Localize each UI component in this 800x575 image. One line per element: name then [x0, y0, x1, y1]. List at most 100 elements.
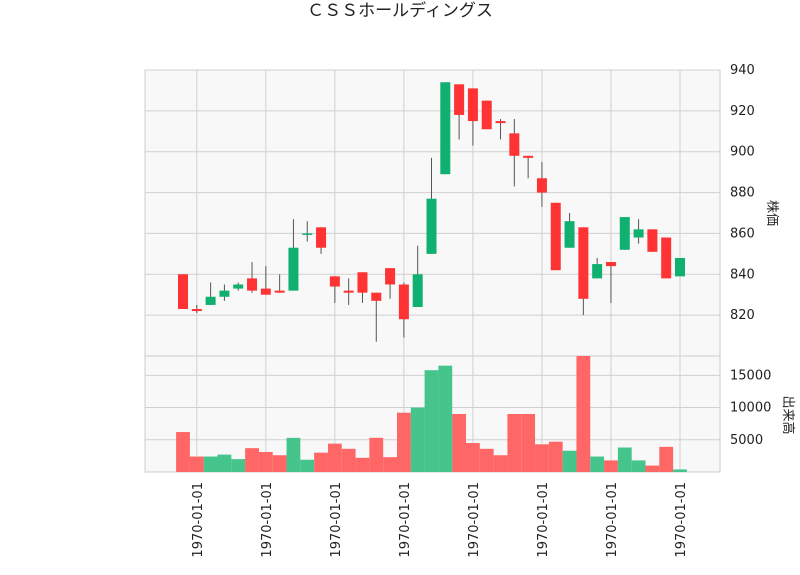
candle: [260, 266, 271, 295]
candle-body: [550, 202, 561, 271]
chart-title: ＣＳＳホールディングス: [307, 0, 493, 21]
volume-bar: [369, 437, 384, 472]
candle: [219, 284, 230, 301]
candle: [481, 100, 492, 130]
candle-body: [564, 221, 575, 248]
volume-bar: [535, 444, 549, 472]
volume-bar: [217, 454, 232, 472]
candle: [398, 282, 409, 338]
candle-body: [633, 229, 644, 238]
volume-bar: [341, 448, 356, 472]
price-tick-label: 880: [730, 186, 755, 201]
candle: [661, 237, 672, 279]
candle: [274, 274, 285, 293]
candle: [412, 245, 423, 307]
candle-body: [371, 292, 382, 301]
volume-bar: [203, 456, 218, 472]
candle-body: [302, 233, 313, 235]
candle-body: [274, 290, 285, 293]
candle: [385, 268, 396, 299]
candle: [564, 213, 575, 248]
candle-body: [578, 227, 589, 299]
x-axis-ticks: 1970-01-01 1970-01-01 1970-01-01 1970-01-01…: [191, 482, 689, 558]
candle-body: [440, 82, 451, 175]
candle: [233, 282, 244, 291]
candle: [550, 202, 561, 271]
candle: [578, 227, 589, 316]
candle: [302, 221, 313, 242]
volume-axis-label: 出来高: [780, 395, 796, 434]
candle: [178, 274, 188, 310]
volume-bar: [355, 457, 370, 472]
candle-body: [481, 100, 492, 130]
volume-bar: [631, 460, 646, 472]
price-tick-label: 940: [730, 63, 755, 78]
candle: [592, 257, 603, 279]
candle-body: [509, 133, 520, 156]
candle-body: [329, 276, 340, 287]
volume-bar: [396, 412, 411, 472]
volume-panel: 5000 10000 15000 出来高: [144, 355, 796, 473]
candle-body: [385, 268, 396, 285]
candle-body: [398, 284, 409, 320]
candle: [619, 217, 630, 250]
candle-body: [205, 296, 216, 305]
x-tick-label: 1970-01-01: [260, 482, 275, 558]
volume-bar: [410, 407, 425, 472]
candle-body: [219, 290, 230, 297]
volume-tick-label: 5000: [730, 433, 763, 448]
volume-bar: [286, 437, 301, 472]
volume-bar: [258, 452, 273, 472]
x-tick-label: 1970-01-01: [329, 482, 344, 558]
candle-body: [426, 198, 437, 254]
candle-body: [619, 217, 630, 250]
candle: [495, 119, 506, 140]
x-tick-label: 1970-01-01: [191, 482, 206, 558]
candle-body: [357, 272, 368, 293]
volume-bar: [176, 432, 190, 472]
volume-bar: [300, 459, 315, 472]
candle: [454, 84, 465, 140]
volume-bar: [231, 459, 246, 472]
x-tick-label: 1970-01-01: [536, 482, 551, 558]
candle-body: [675, 257, 685, 277]
candle: [467, 88, 478, 146]
candles: [178, 82, 685, 342]
candle: [605, 262, 616, 303]
candle: [316, 227, 327, 254]
candle-body: [592, 264, 603, 279]
candle: [357, 272, 368, 303]
volume-bar: [673, 469, 687, 472]
volume-bar: [314, 452, 328, 472]
price-gridlines: [145, 69, 720, 356]
volume-tick-label: 10000: [730, 401, 771, 416]
volume-bar: [424, 370, 439, 472]
candle: [536, 161, 547, 207]
candle-body: [247, 278, 258, 291]
x-tick-label: 1970-01-01: [467, 482, 482, 558]
volume-bar: [617, 447, 632, 472]
volume-bar: [272, 455, 287, 472]
volume-bar: [659, 446, 674, 472]
volume-bar: [604, 460, 618, 472]
candle: [247, 262, 258, 293]
volume-bars: [176, 356, 687, 472]
volume-bar: [438, 365, 453, 472]
candle: [191, 304, 202, 314]
candle-body: [288, 247, 299, 291]
candle: [509, 119, 520, 187]
candle: [288, 219, 299, 291]
candle-body: [605, 262, 616, 267]
x-tick-label: 1970-01-01: [398, 482, 413, 558]
volume-bar: [452, 414, 467, 472]
volume-bar: [466, 443, 480, 472]
candle-body: [661, 237, 672, 279]
candle-body: [233, 284, 244, 289]
candle-body: [523, 155, 534, 158]
candle: [440, 82, 451, 175]
candle: [647, 229, 658, 252]
candle: [205, 282, 216, 305]
price-tick-label: 840: [730, 267, 755, 282]
candle-body: [343, 290, 354, 293]
